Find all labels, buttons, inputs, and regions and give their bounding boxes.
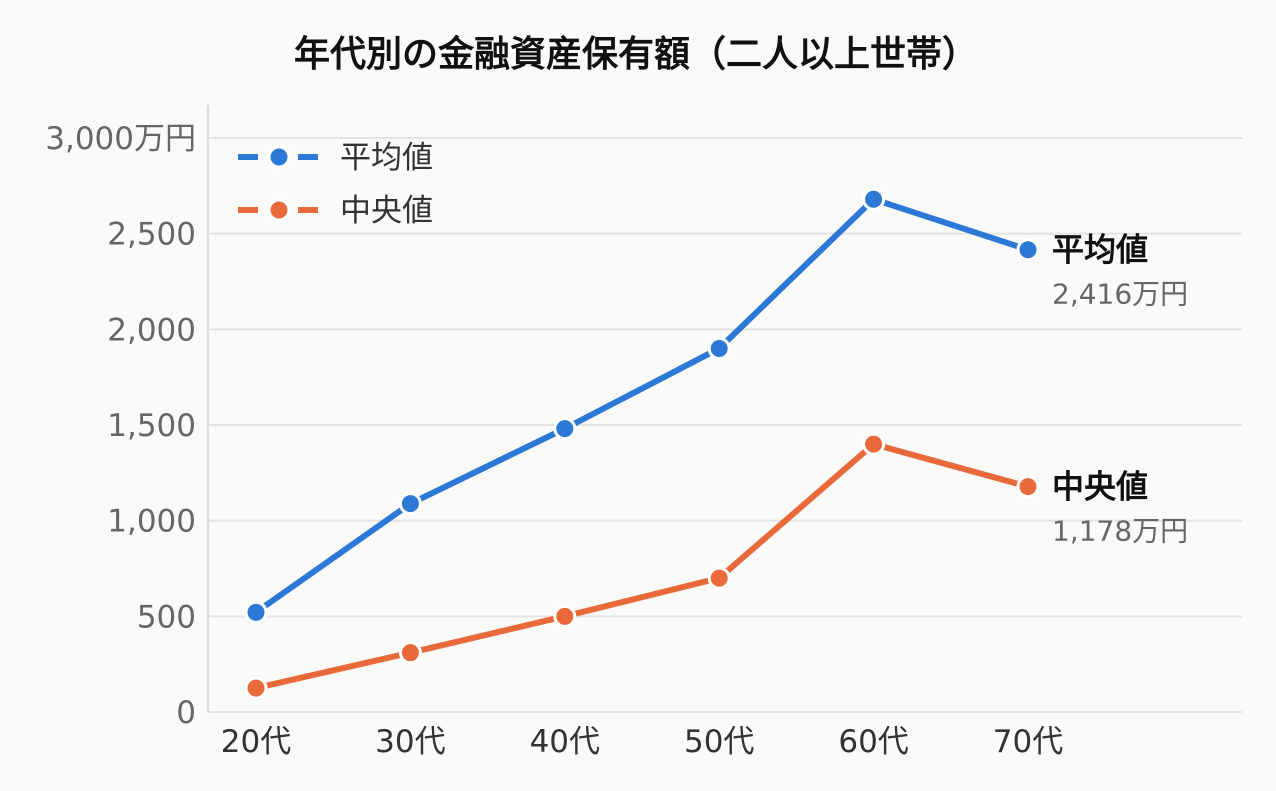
series-line-2	[253, 441, 1031, 692]
y-tick-label: 3,000万円	[45, 121, 196, 157]
x-tick-label: 70代	[993, 724, 1063, 760]
data-point	[707, 566, 731, 590]
y-tick-label: 500	[137, 599, 196, 635]
x-tick-label: 60代	[838, 724, 908, 760]
x-axis-ticks: 20代 30代 40代 50代 60代 70代	[221, 724, 1063, 760]
data-point	[1016, 475, 1040, 499]
data-point	[553, 604, 577, 628]
data-point	[244, 676, 268, 700]
legend-swatch-marker	[267, 198, 291, 222]
chart-title: 年代別の金融資産保有額（二人以上世帯）	[294, 33, 978, 75]
x-tick-label: 30代	[375, 724, 445, 760]
x-tick-label: 50代	[684, 724, 754, 760]
y-tick-label: 2,000	[107, 312, 196, 348]
data-point	[862, 187, 886, 211]
data-point	[244, 600, 268, 624]
y-tick-label: 1,500	[107, 408, 196, 444]
data-point	[1016, 238, 1040, 262]
x-tick-label: 20代	[221, 724, 291, 760]
data-point	[862, 432, 886, 456]
y-tick-label: 2,500	[107, 217, 196, 253]
data-point	[707, 336, 731, 360]
x-tick-label: 40代	[530, 724, 600, 760]
end-label: 平均値	[1052, 231, 1148, 269]
legend-swatch-marker	[267, 145, 291, 169]
series-line-1	[253, 196, 1031, 616]
legend-label: 中央値	[340, 193, 433, 229]
y-axis-ticks: 0 500 1,000 1,500 2,000 2,500 3,000万円	[45, 121, 196, 731]
end-label: 中央値	[1052, 468, 1148, 506]
data-point	[398, 641, 422, 665]
data-point	[398, 492, 422, 516]
y-tick-label: 0	[176, 695, 196, 731]
legend-label: 平均値	[340, 140, 433, 176]
gridlines	[208, 137, 1242, 713]
end-value-label: 2,416万円	[1052, 278, 1188, 311]
end-value-label: 1,178万円	[1052, 515, 1188, 548]
y-tick-label: 1,000	[107, 504, 196, 540]
data-point	[553, 417, 577, 441]
series-lines	[244, 187, 1040, 700]
